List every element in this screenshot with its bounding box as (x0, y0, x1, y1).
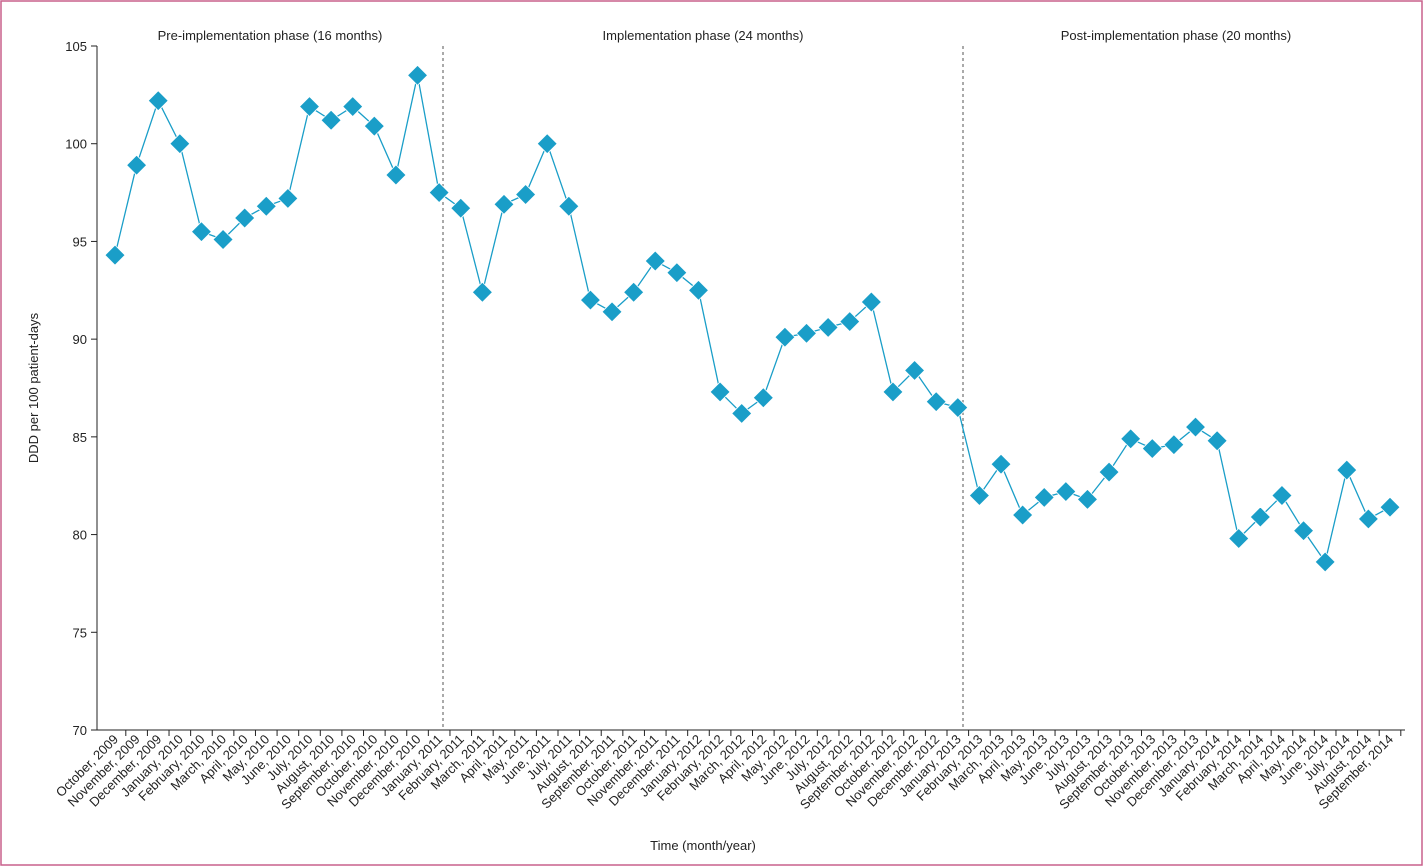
data-point (601, 301, 623, 323)
phase-label: Post-implementation phase (20 months) (1061, 28, 1292, 43)
data-point (860, 291, 882, 313)
data-point (579, 289, 601, 311)
data-point (104, 244, 126, 266)
phase-label: Pre-implementation phase (16 months) (158, 28, 383, 43)
y-tick-label: 80 (73, 528, 87, 543)
data-point (1206, 430, 1228, 452)
data-point (882, 381, 904, 403)
data-point (709, 381, 731, 403)
data-point (1314, 551, 1336, 573)
data-point (1163, 434, 1185, 456)
y-tick-label: 105 (65, 39, 87, 54)
data-point (1249, 506, 1271, 528)
data-point (450, 197, 472, 219)
data-point (212, 228, 234, 251)
data-point (795, 322, 818, 344)
data-point (1141, 438, 1163, 460)
x-axis-title: Time (month/year) (650, 838, 756, 853)
data-point (968, 484, 990, 507)
data-point (1271, 484, 1293, 507)
data-point (687, 279, 710, 301)
data-point (644, 250, 666, 272)
data-point (1033, 486, 1055, 509)
y-axis-title: DDD per 100 patient-days (26, 312, 41, 463)
y-tick-label: 100 (65, 137, 87, 152)
data-point (1336, 459, 1358, 481)
data-point (277, 187, 299, 209)
data-point (515, 183, 537, 206)
data-point (385, 164, 407, 186)
data-point (1012, 504, 1034, 526)
data-point (774, 326, 796, 348)
data-point (925, 391, 947, 413)
data-point (1228, 527, 1250, 550)
data-point (363, 115, 385, 137)
data-point (320, 109, 342, 131)
data-point (623, 281, 645, 303)
data-point (428, 182, 450, 204)
y-tick-label: 95 (73, 234, 87, 249)
data-point (1076, 488, 1099, 510)
data-point (1184, 416, 1207, 438)
y-tick-label: 70 (73, 723, 87, 738)
data-point (471, 281, 493, 303)
data-point (190, 221, 213, 243)
data-point (947, 396, 969, 419)
data-point (147, 90, 169, 112)
data-point (817, 316, 839, 338)
y-tick-label: 85 (73, 430, 87, 445)
data-point (169, 133, 191, 155)
data-point (298, 96, 321, 118)
data-point (342, 96, 364, 118)
data-point (126, 154, 148, 176)
data-point (1292, 520, 1315, 542)
data-point (1098, 461, 1120, 483)
data-point (990, 453, 1012, 475)
data-point (234, 207, 256, 229)
data-point (406, 64, 429, 86)
series-line (114, 75, 1391, 564)
data-point (558, 195, 580, 217)
data-point (1055, 481, 1077, 503)
data-point (666, 262, 688, 284)
data-point (536, 133, 558, 155)
data-point (904, 359, 926, 381)
data-point (493, 193, 515, 215)
data-point (839, 310, 861, 333)
data-point (1357, 508, 1379, 530)
data-point (752, 387, 774, 409)
data-point (1120, 428, 1142, 450)
data-point (731, 402, 753, 424)
y-tick-label: 90 (73, 332, 87, 347)
data-point (255, 195, 277, 217)
phase-label: Implementation phase (24 months) (603, 28, 804, 43)
y-tick-label: 75 (73, 625, 87, 640)
data-point (1379, 496, 1401, 518)
